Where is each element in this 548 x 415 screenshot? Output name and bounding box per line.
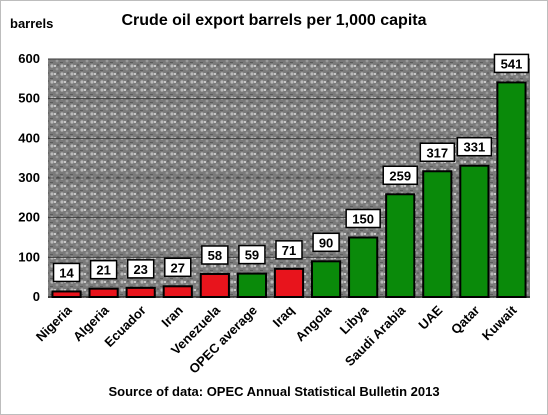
value-label-box [456, 136, 493, 157]
value-label: 541 [501, 56, 523, 71]
bar-angola [310, 260, 342, 298]
x-tick-label: Nigeria [33, 302, 75, 344]
value-label: 150 [352, 212, 374, 227]
bar-ecuador [125, 286, 156, 299]
bar-qatar [459, 164, 490, 298]
value-label: 14 [59, 265, 74, 280]
value-label: 71 [282, 243, 296, 258]
y-tick-label: 200 [18, 210, 40, 225]
x-tick-label: Angola [292, 302, 334, 344]
bar-saudi-arabia [385, 193, 416, 298]
y-axis-ticks: 0 100 200 300 400 500 600 [18, 51, 40, 304]
value-labels: 14 21 23 27 58 59 71 90 150 259 317 331 541 [52, 53, 530, 283]
y-tick-label: 400 [18, 130, 40, 145]
bar-nigeria [51, 290, 82, 298]
bars [51, 81, 527, 299]
value-label: 259 [389, 168, 411, 183]
bar-libya [348, 236, 379, 298]
bar-opec-average [236, 272, 268, 299]
y-tick-label: 500 [18, 91, 40, 106]
value-label: 58 [208, 248, 222, 263]
value-label-box [275, 240, 303, 260]
bar-algeria [88, 287, 119, 299]
bar-kuwait [496, 81, 527, 298]
bar-uae [422, 170, 453, 298]
value-label-box [164, 257, 192, 278]
y-tick-label: 100 [18, 249, 40, 264]
y-tick-label: 0 [33, 289, 40, 304]
x-tick-label: Qatar [448, 303, 483, 338]
y-axis-unit-label: barrels [10, 16, 54, 31]
x-tick-label: Kuwait [479, 302, 520, 343]
value-label-box [419, 142, 456, 163]
value-label: 90 [319, 235, 333, 250]
source-note: Source of data: OPEC Annual Statistical … [108, 384, 440, 399]
value-label: 23 [133, 262, 147, 277]
value-label-box [382, 165, 418, 186]
value-label-box [126, 259, 155, 279]
x-tick-label: Ecuador [101, 303, 148, 350]
value-label-box [201, 245, 229, 265]
y-tick-label: 300 [18, 170, 40, 185]
value-label-box [312, 232, 340, 253]
value-label-box [345, 208, 381, 229]
chart-title: Crude oil export barrels per 1,000 capit… [121, 12, 427, 29]
value-label: 331 [464, 140, 486, 155]
bar-iran [162, 285, 193, 299]
value-label-box [493, 53, 530, 74]
x-tick-label: Libya [337, 302, 372, 337]
value-label-box [238, 244, 266, 265]
value-label: 317 [426, 145, 448, 160]
value-label: 27 [171, 260, 185, 275]
bar-iraq [273, 267, 305, 299]
y-tick-label: 600 [18, 51, 40, 66]
x-tick-label: UAE [415, 302, 445, 332]
bar-venezuela [199, 272, 230, 299]
value-label: 21 [96, 263, 110, 278]
value-label-box [52, 262, 81, 283]
x-tick-label: OPEC average [186, 303, 260, 377]
x-tick-label: Iran [158, 302, 186, 330]
value-label: 59 [245, 248, 259, 263]
x-tick-label: Iraq [270, 302, 298, 330]
value-label-box [89, 259, 118, 280]
